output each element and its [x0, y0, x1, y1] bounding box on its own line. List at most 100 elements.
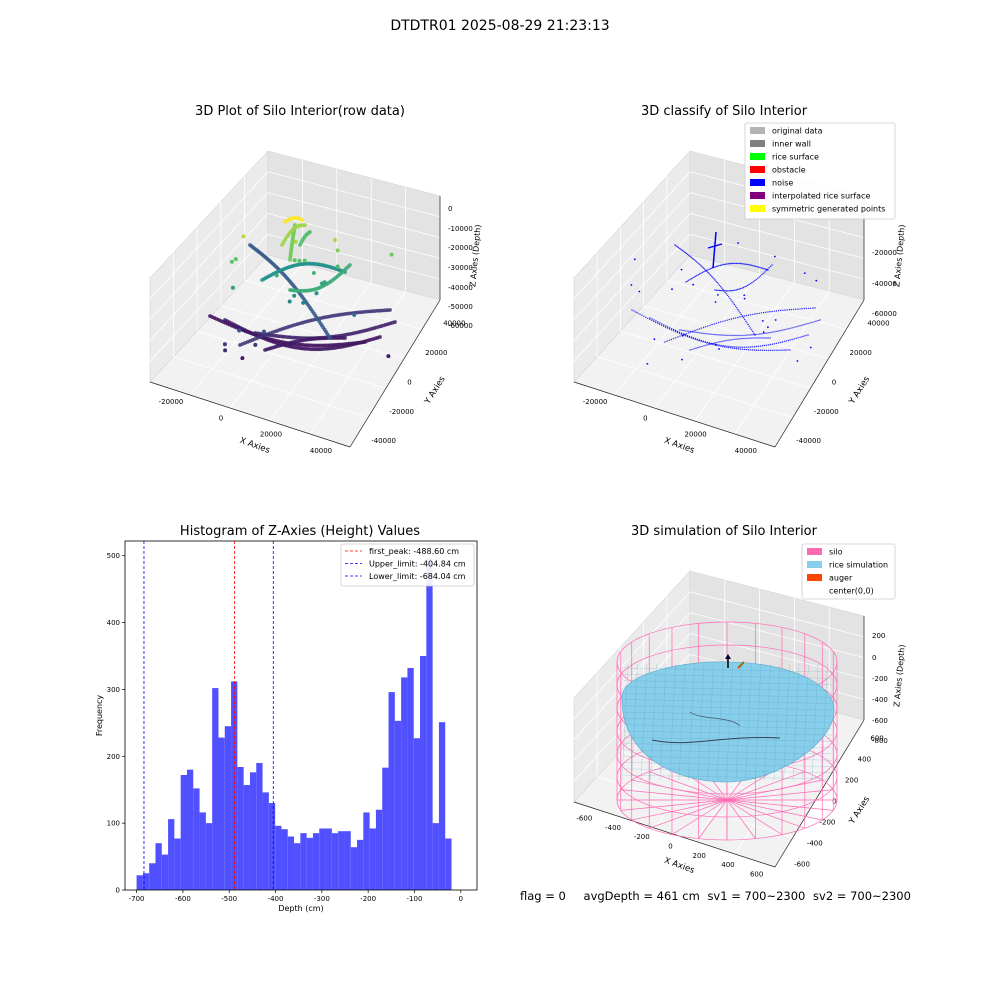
data-point	[697, 274, 699, 276]
data-point	[703, 332, 705, 335]
data-point	[727, 290, 729, 292]
data-point	[787, 328, 789, 330]
data-point	[739, 338, 741, 340]
data-point	[730, 262, 732, 265]
data-point	[223, 348, 228, 353]
data-point	[685, 252, 688, 255]
histogram-bar	[281, 829, 288, 890]
data-point	[757, 345, 760, 347]
data-point	[735, 338, 737, 340]
data-point	[718, 284, 721, 286]
data-point	[717, 289, 719, 291]
z-axis-label: Z Axies (Depth)	[892, 644, 906, 707]
histogram-bar	[401, 677, 408, 890]
silo-floor-spoke	[726, 799, 756, 839]
data-point	[774, 319, 777, 321]
rice-surface-crease	[689, 711, 741, 727]
data-point	[735, 317, 737, 319]
mesh-line	[764, 663, 771, 781]
classify-3d-axes: -20000 0 20000 40000 -40000 -20000 0 20000 40000…	[573, 122, 907, 456]
data-point	[668, 328, 671, 330]
data-point	[697, 331, 699, 334]
data-point	[737, 242, 739, 244]
histogram-bar	[300, 833, 307, 890]
z-tick-label: 0	[872, 654, 876, 662]
data-point	[741, 263, 743, 265]
data-point	[731, 334, 733, 337]
y-axis-label: Y Axies	[847, 374, 873, 407]
x-tick-label: 0	[459, 895, 463, 903]
data-point	[725, 290, 728, 292]
data-point	[673, 328, 675, 331]
data-point	[681, 358, 683, 361]
data-point	[703, 345, 705, 347]
silo-floor-spoke	[726, 799, 805, 829]
data-point	[716, 344, 718, 346]
y-tick-label: -600	[794, 861, 810, 869]
data-point	[702, 326, 705, 329]
data-point	[683, 333, 685, 336]
data-point	[668, 339, 670, 341]
histogram-bar	[388, 692, 395, 890]
data-point	[696, 261, 698, 263]
data-point	[655, 321, 657, 324]
data-point	[314, 291, 319, 296]
data-point	[728, 318, 730, 321]
data-point	[678, 247, 681, 250]
data-point	[801, 308, 803, 310]
data-point	[737, 348, 740, 350]
data-point	[686, 334, 689, 337]
z-tick-label: -50000	[448, 303, 473, 311]
data-point	[753, 349, 756, 351]
panel-title-simulation: 3D simulation of Silo Interior	[631, 524, 817, 539]
x-tick-label: 40000	[735, 447, 757, 455]
data-point	[743, 315, 745, 317]
data-point	[813, 321, 815, 323]
floor-gridline	[654, 272, 760, 409]
x-tick-label: -500	[221, 895, 237, 903]
floor-gridline	[173, 356, 369, 418]
data-point	[681, 334, 684, 337]
data-point	[713, 333, 715, 336]
mesh-line	[697, 663, 705, 781]
data-point	[378, 335, 382, 339]
raw-data-points	[208, 216, 397, 352]
data-point	[697, 262, 699, 264]
y-tick-label: 0	[832, 378, 836, 386]
mesh-line	[783, 663, 790, 781]
data-point	[729, 297, 731, 300]
data-point	[739, 316, 741, 318]
histogram-bar	[445, 838, 452, 890]
data-point	[733, 303, 736, 306]
data-point	[688, 279, 690, 281]
data-point	[801, 336, 803, 338]
data-point	[714, 266, 716, 268]
z-tick-label: -200	[872, 675, 888, 683]
x-tick-label: -20000	[159, 398, 184, 406]
data-point	[747, 337, 749, 339]
data-point	[745, 314, 748, 317]
data-point	[726, 345, 728, 347]
mesh-line	[707, 663, 714, 781]
data-point	[237, 328, 242, 333]
data-point	[335, 248, 340, 253]
histogram-bar	[432, 823, 439, 890]
data-point	[720, 321, 722, 323]
data-point	[727, 339, 729, 341]
data-point	[752, 330, 754, 333]
data-point	[795, 326, 797, 328]
histogram-bar	[331, 833, 339, 890]
data-point	[730, 347, 732, 349]
y-tick-label: 0	[407, 378, 411, 386]
data-point	[743, 297, 746, 300]
data-point	[733, 338, 735, 341]
data-point	[677, 246, 680, 249]
data-point	[240, 356, 245, 361]
silo-floor-spoke	[726, 799, 823, 821]
data-point	[713, 342, 715, 344]
data-point	[694, 337, 697, 340]
data-point	[720, 286, 722, 288]
histogram-bar	[168, 819, 175, 890]
wall-gridline	[149, 213, 269, 341]
legend-label: center(0,0)	[829, 587, 874, 596]
